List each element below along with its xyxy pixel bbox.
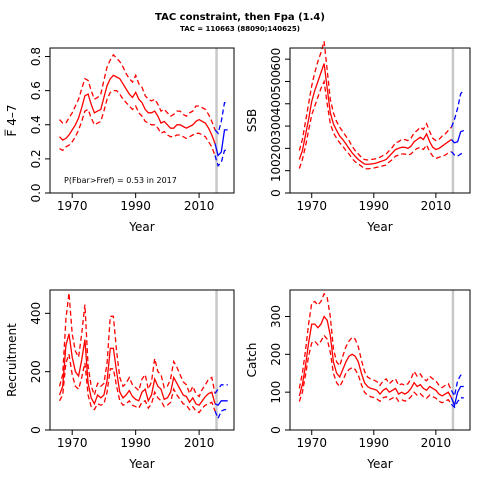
forecast-upper-line xyxy=(214,101,228,135)
probability-annotation: P(Fbar>Fref) = 0.53 in 2017 xyxy=(64,176,177,185)
forecast-lower-line xyxy=(214,408,228,420)
x-tick-label: 1990 xyxy=(120,436,151,450)
x-axis-label: Year xyxy=(128,220,154,234)
lower-bound-line xyxy=(58,353,216,414)
y-tick-label: 300 xyxy=(269,115,283,138)
x-tick-label: 2010 xyxy=(421,199,452,213)
x-tick-label: 1990 xyxy=(120,199,151,213)
x-tick-label: 2010 xyxy=(421,436,452,450)
y-axis-label: SSB xyxy=(245,109,259,132)
upper-bound-line xyxy=(298,41,452,161)
y-tick-label: 200 xyxy=(29,360,43,383)
y-tick-label: 300 xyxy=(269,305,283,328)
catch-panel: 1970 1990 2010 0 100 200 300 Year Catch xyxy=(245,289,471,471)
y-tick-label: 0.0 xyxy=(29,183,43,202)
y-tick-label: 200 xyxy=(269,137,283,160)
upper-bound-line xyxy=(298,292,452,391)
fbar-panel: 1970 1990 2010 0.0 0.2 0.4 0.6 0.8 Year F̅ 4–7 P(F… xyxy=(4,47,235,234)
x-tick-label: 1990 xyxy=(359,436,390,450)
forecast-upper-line xyxy=(450,89,465,128)
forecast-median-line xyxy=(214,400,228,407)
forecast-lower-line xyxy=(450,151,465,157)
y-tick-label: 0.2 xyxy=(29,149,43,168)
y-tick-label: 600 xyxy=(269,48,283,71)
lower-bound-line xyxy=(59,89,216,156)
x-tick-label: 1970 xyxy=(57,199,88,213)
y-tick-label: 500 xyxy=(269,70,283,93)
panels: 1970 1990 2010 0.0 0.2 0.4 0.6 0.8 Year F̅ 4–7 P(F… xyxy=(4,41,471,471)
y-tick-label: 0.8 xyxy=(29,47,43,66)
recruitment-panel: 1970 1990 2010 0 200 400 Year Recruitment xyxy=(5,289,235,471)
y-tick-label: 0.4 xyxy=(29,115,43,134)
x-axis-label: Year xyxy=(366,457,392,471)
median-line xyxy=(59,74,216,144)
plot-frame xyxy=(289,47,471,194)
x-tick-label: 2010 xyxy=(184,436,215,450)
y-tick-label: 0 xyxy=(269,189,283,197)
y-tick-label: 400 xyxy=(29,302,43,325)
x-axis-label: Year xyxy=(366,220,392,234)
x-tick-label: 1990 xyxy=(359,199,390,213)
forecast-lower-line xyxy=(450,397,464,409)
x-tick-label: 2010 xyxy=(184,199,215,213)
y-tick-label: 0 xyxy=(29,426,43,434)
x-axis-label: Year xyxy=(128,457,154,471)
lower-bound-line xyxy=(298,79,452,170)
y-axis-label: Recruitment xyxy=(5,323,19,397)
plot-frame xyxy=(289,289,471,431)
y-tick-label: 200 xyxy=(269,343,283,366)
x-tick-label: 1970 xyxy=(296,436,327,450)
plot-frame xyxy=(49,289,235,431)
y-tick-label: 400 xyxy=(269,92,283,115)
median-line xyxy=(298,63,452,166)
forecast-median-line xyxy=(214,129,228,157)
y-tick-label: 100 xyxy=(269,159,283,182)
y-tick-label: 0 xyxy=(269,426,283,434)
upper-bound-line xyxy=(59,53,216,131)
forecast-lower-line xyxy=(214,149,228,167)
forecast-median-line xyxy=(450,129,465,144)
plot-frame xyxy=(49,47,235,194)
lower-bound-line xyxy=(298,334,452,405)
y-axis-label: F̅ 4–7 xyxy=(4,105,19,137)
y-tick-label: 0.6 xyxy=(29,81,43,100)
upper-bound-line xyxy=(58,292,216,398)
forecast-upper-line xyxy=(450,374,464,398)
forecast-median-line xyxy=(450,385,464,408)
x-tick-label: 1970 xyxy=(57,436,88,450)
y-tick-label: 100 xyxy=(269,381,283,404)
y-axis-label: Catch xyxy=(245,343,259,378)
forecast-upper-line xyxy=(214,384,228,394)
median-line xyxy=(298,315,452,399)
median-line xyxy=(58,333,216,407)
figure-subtitle: TAC = 110663 (88090;140625) xyxy=(180,25,300,33)
x-tick-label: 1970 xyxy=(296,199,327,213)
figure-title: TAC constraint, then Fpa (1.4) xyxy=(155,12,325,23)
